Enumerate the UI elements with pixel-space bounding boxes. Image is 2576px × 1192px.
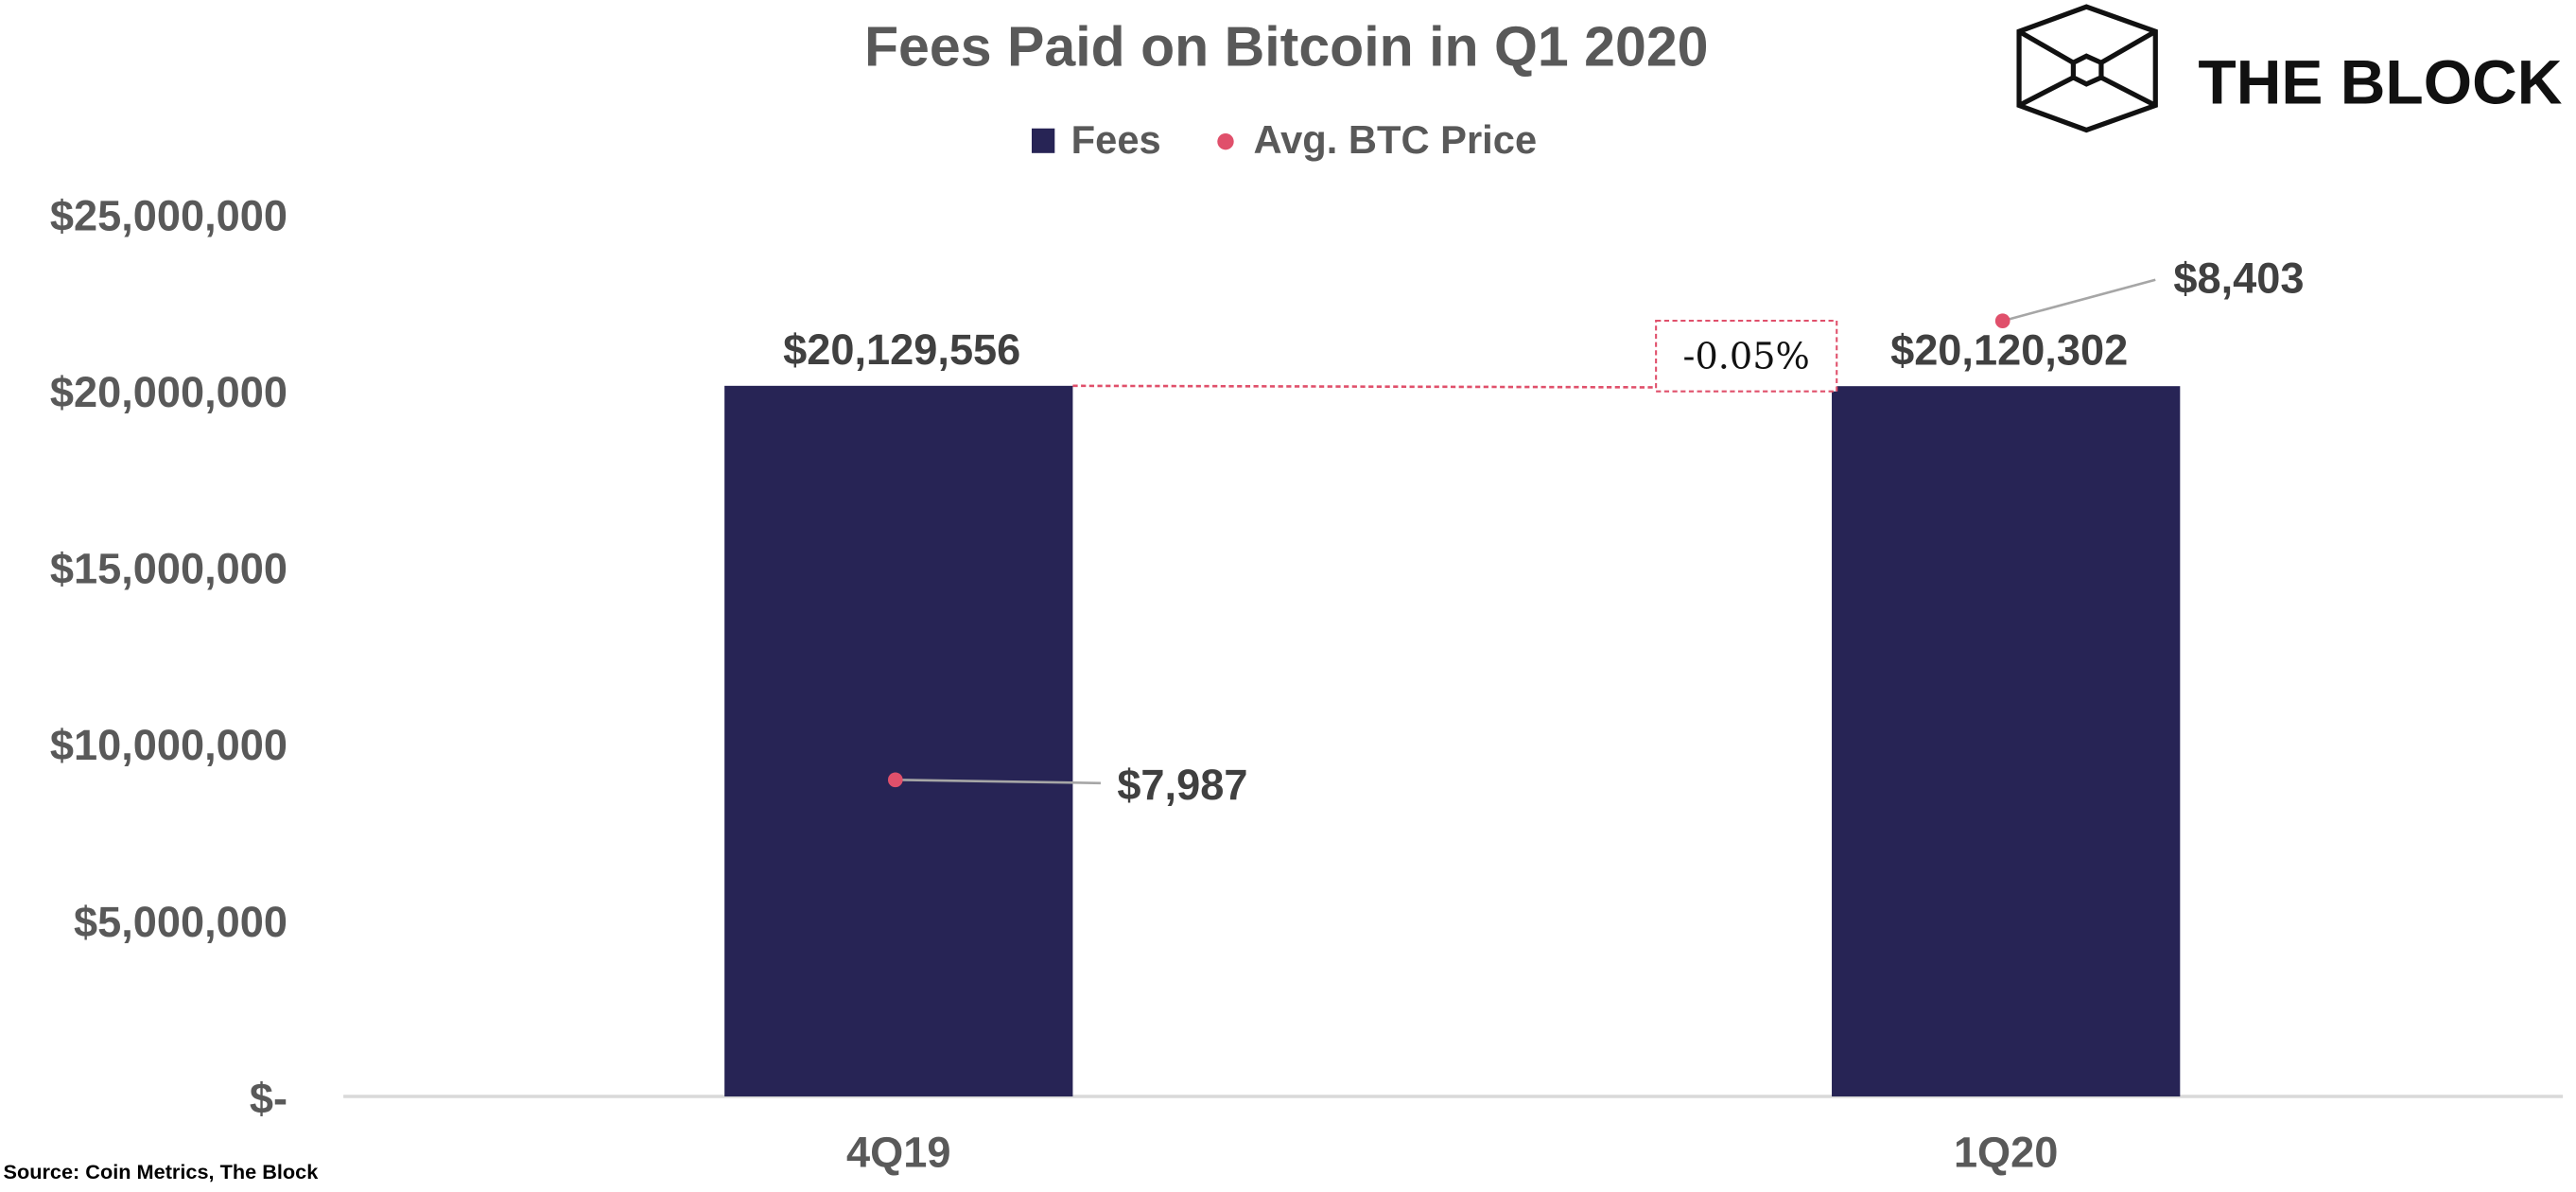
y-tick-label: $5,000,000 (74, 898, 287, 946)
y-tick-label: $20,000,000 (50, 368, 287, 416)
y-tick-label: $10,000,000 (50, 721, 287, 769)
price-leader-line (2002, 278, 2156, 323)
price-point-1Q20 (1994, 313, 2010, 329)
bar-fees-1Q20 (1832, 386, 2181, 1096)
price-value-label: $7,987 (1117, 761, 1247, 809)
legend: Fees Avg. BTC Price (1031, 117, 1538, 162)
y-axis: $- $5,000,000 $10,000,000 $15,000,000 $20,00… (50, 191, 287, 1122)
bar-value-label: $20,129,556 (783, 325, 1020, 374)
price-leader-line (895, 779, 1101, 785)
change-percent-label: -0.05% (1683, 336, 1810, 377)
price-value-label: $8,403 (2173, 254, 2304, 303)
bars: $20,129,556 $20,120,302 (724, 325, 2181, 1096)
the-block-logo: THE BLOCK (2016, 4, 2563, 133)
legend-fees-label: Fees (1071, 117, 1161, 162)
cube-logo-icon (2016, 4, 2158, 133)
price-points: $7,987 $8,403 (887, 254, 2305, 809)
legend-price-label: Avg. BTC Price (1254, 117, 1538, 162)
bar-value-label: $20,120,302 (1890, 326, 2128, 375)
x-tick-label: 4Q19 (846, 1129, 950, 1177)
y-tick-label: $- (250, 1074, 287, 1122)
x-axis: 4Q19 1Q20 (846, 1129, 2058, 1177)
change-box (1655, 319, 1838, 393)
bar-fees-4Q19 (724, 385, 1073, 1096)
x-tick-label: 1Q20 (1954, 1129, 2058, 1177)
legend-fees-swatch (1031, 128, 1055, 153)
y-tick-label: $25,000,000 (50, 191, 287, 239)
y-tick-label: $15,000,000 (50, 545, 287, 593)
price-point-4Q19 (887, 772, 903, 788)
chart-title: Fees Paid on Bitcoin in Q1 2020 (864, 16, 1709, 79)
logo-text: THE BLOCK (2198, 47, 2562, 117)
change-annotation: -0.05% (1072, 319, 1838, 393)
legend-price-marker (1217, 132, 1234, 150)
source-note: Source: Coin Metrics, The Block (3, 1160, 319, 1183)
